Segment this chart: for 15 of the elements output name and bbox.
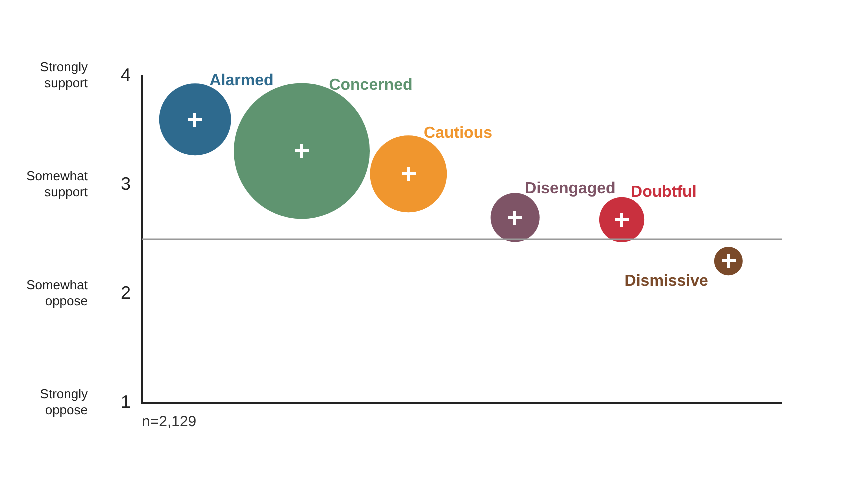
y-tick-label: 3 [120,174,132,194]
series-label: Disengaged [525,180,616,198]
series-label: Dismissive [624,272,709,290]
y-tick-label: 2 [120,282,132,303]
text: Somewhat oppose [26,278,88,309]
text: n=2,129 [142,414,197,431]
series-label: Doubtful [631,184,697,202]
text: Somewhat support [26,168,88,200]
series-label: Alarmed [210,72,274,90]
y-tick-label: 4 [120,64,132,85]
y-tick-label: 1 [120,392,132,412]
series-label: Concerned [329,76,413,94]
text: Strongly oppose [40,386,88,418]
text: Strongly support [40,60,88,91]
series-label: Cautious [424,124,493,142]
